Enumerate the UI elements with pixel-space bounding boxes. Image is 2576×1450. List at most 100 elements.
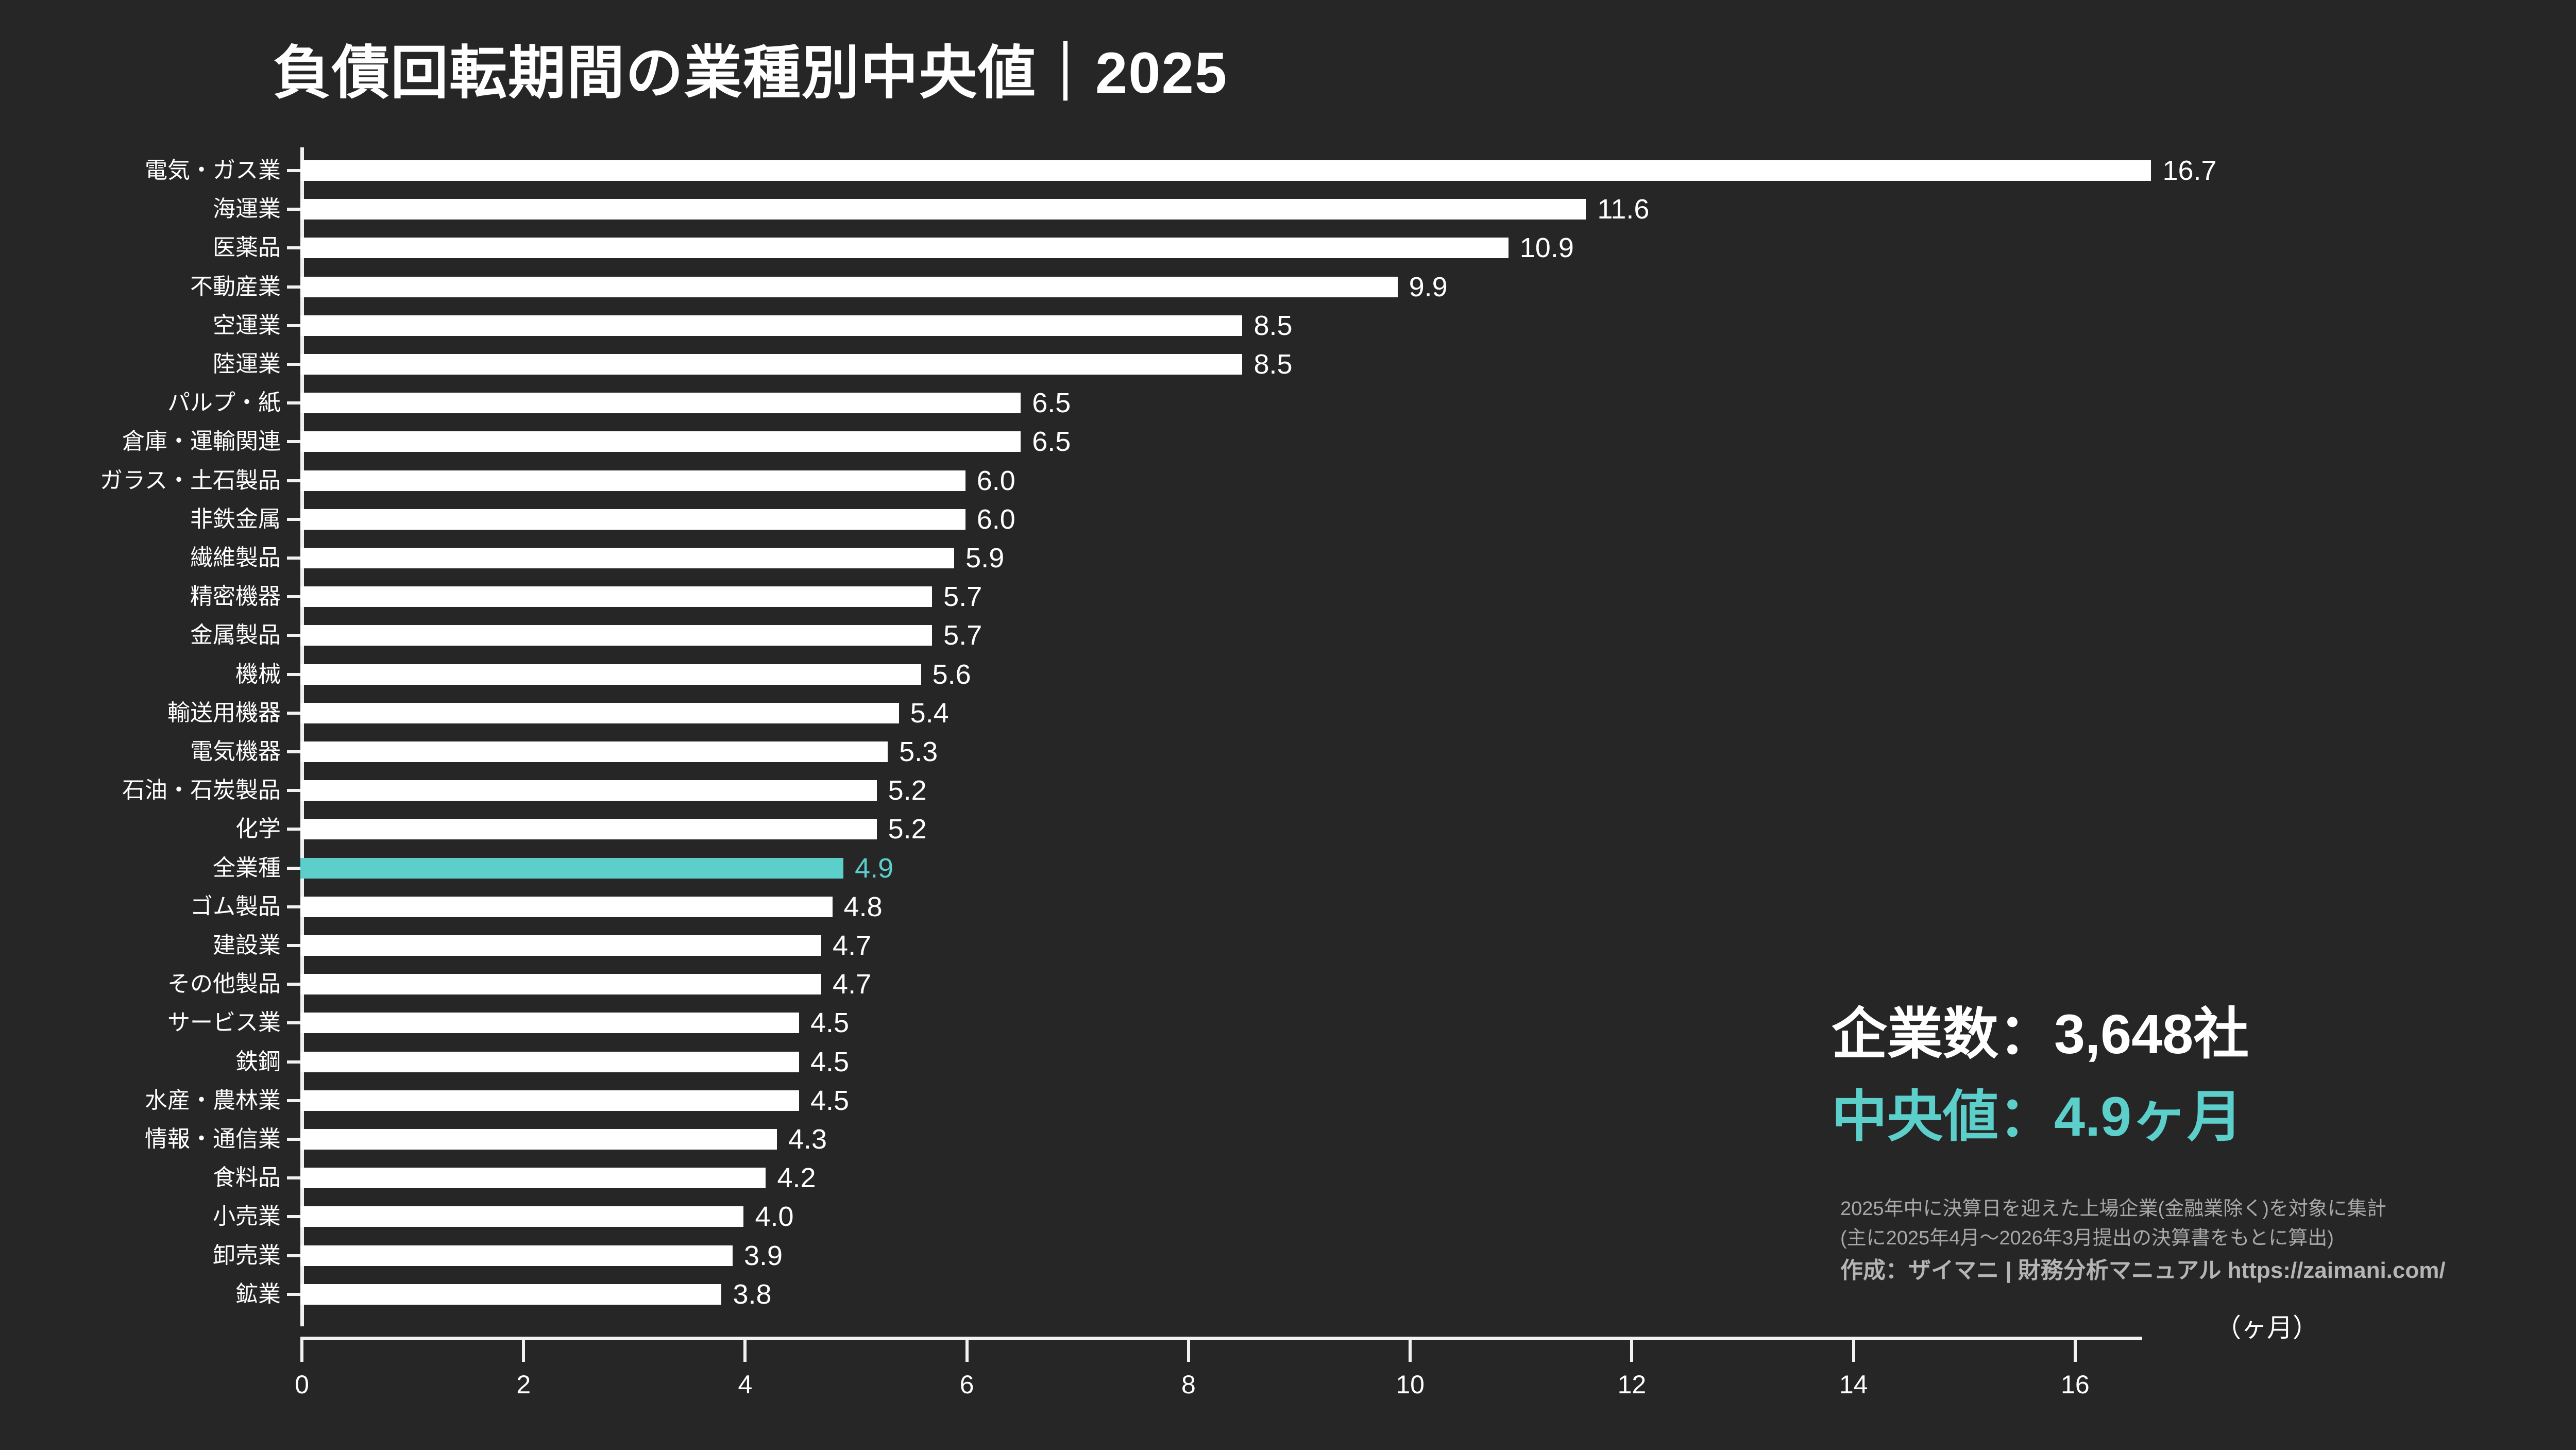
x-axis-unit-label: （ヶ月）	[2215, 1313, 2318, 1342]
y-axis-tick	[287, 828, 300, 831]
footnote-line-1: 2025年中に決算日を迎えた上場企業(金融業除く)を対象に集計	[1840, 1198, 2386, 1220]
bar-value-label: 10.9	[1519, 232, 1574, 264]
bar-value-label: 4.8	[843, 891, 883, 922]
bar-row: 倉庫・運輸関連 6.5	[122, 421, 2207, 462]
bar-value-label: 5.9	[965, 543, 1005, 574]
x-axis-tick	[965, 1340, 969, 1362]
category-label: 石油・石炭製品	[122, 778, 281, 803]
bar-row: 建設業 4.7	[213, 925, 2207, 966]
category-label: 化学	[235, 816, 281, 842]
x-axis-tick	[1187, 1340, 1190, 1362]
category-label: 電気機器	[190, 739, 281, 764]
bar-row: サービス業 4.5	[167, 1003, 2207, 1043]
y-axis-tick	[287, 1215, 300, 1219]
bar-row: パルプ・紙 6.5	[167, 383, 2207, 423]
bar-row: 全業種 4.9	[213, 848, 2207, 888]
bar-row: 輸送用機器 5.4	[167, 693, 2207, 733]
bar	[300, 741, 888, 762]
y-axis-tick	[287, 479, 300, 482]
category-label: 医薬品	[213, 235, 281, 261]
bar-row: 鉄鋼 4.5	[235, 1042, 2207, 1082]
x-axis-tick-label: 8	[1181, 1370, 1196, 1399]
bar-value-label: 4.5	[810, 1085, 850, 1116]
bar-value-label: 3.9	[743, 1240, 783, 1271]
bar	[300, 1168, 766, 1189]
bar-row: 鉱業 3.8	[235, 1274, 2207, 1314]
y-axis-tick	[287, 866, 300, 870]
y-axis-tick	[287, 595, 300, 599]
category-label: 電気・ガス業	[145, 158, 281, 183]
bar-row: 電気・ガス業 16.7	[145, 150, 2217, 191]
bar-row: ゴム製品 4.8	[190, 887, 2207, 927]
bar-row: 精密機器 5.7	[190, 577, 2207, 617]
y-axis-tick	[287, 983, 300, 986]
y-axis-tick	[287, 1060, 300, 1064]
bar	[300, 664, 921, 685]
credit-line: 作成：ザイマニ | 財務分析マニュアル https://zaimani.com/	[1840, 1258, 2446, 1283]
bar-value-label: 5.2	[888, 814, 927, 845]
category-label: ガラス・土石製品	[99, 467, 281, 493]
bar-row: その他製品 4.7	[167, 964, 2207, 1004]
y-axis-tick	[287, 246, 300, 250]
bar-value-label: 4.0	[755, 1201, 794, 1233]
bar-value-label: 5.2	[888, 775, 927, 806]
y-axis-tick	[287, 944, 300, 947]
bar	[300, 819, 877, 840]
x-axis-tick	[743, 1340, 747, 1362]
bar	[300, 470, 965, 491]
y-axis-tick	[287, 1292, 300, 1296]
y-axis-tick	[287, 1021, 300, 1025]
bar-row: 不動産業 9.9	[190, 267, 2207, 307]
bar-row: 空運業 8.5	[213, 306, 2207, 346]
bar	[300, 625, 933, 646]
bar-value-label: 4.2	[777, 1162, 816, 1194]
y-axis-tick	[287, 1099, 300, 1102]
category-label: 不動産業	[190, 274, 281, 299]
category-label: 卸売業	[213, 1242, 281, 1268]
footnote-line-2: (主に2025年4月〜2026年3月提出の決算書をもとに算出)	[1840, 1227, 2334, 1249]
bar-value-label: 8.5	[1253, 349, 1293, 380]
bar	[300, 1245, 733, 1266]
bar	[300, 974, 822, 995]
bar-value-label: 3.8	[733, 1278, 772, 1310]
category-label: 非鉄金属	[190, 506, 281, 532]
bar-value-label: 11.6	[1597, 194, 1650, 225]
bar-value-label: 4.9	[855, 852, 894, 884]
bar	[300, 548, 955, 568]
bar-value-label: 5.6	[932, 659, 971, 690]
bar-value-label: 4.5	[810, 1046, 850, 1077]
bar	[300, 1206, 744, 1227]
bar-value-label: 6.0	[976, 465, 1015, 496]
bar-row: 食料品 4.2	[213, 1158, 2207, 1198]
bar	[300, 315, 1243, 336]
x-axis-tick	[2073, 1340, 2077, 1362]
bar	[300, 896, 833, 917]
category-label: 繊維製品	[190, 545, 281, 570]
bar-value-label: 8.5	[1253, 310, 1293, 341]
category-label: 陸運業	[213, 351, 281, 377]
bar	[300, 1051, 800, 1072]
bar-row: 陸運業 8.5	[213, 344, 2207, 384]
y-axis-tick	[287, 1254, 300, 1257]
y-axis-tick	[287, 401, 300, 405]
x-axis-tick	[1409, 1340, 1412, 1362]
x-axis-tick	[1630, 1340, 1634, 1362]
bar	[300, 199, 1586, 220]
category-label: 海運業	[213, 196, 281, 222]
y-axis-tick	[287, 1138, 300, 1141]
bar-value-label: 6.5	[1032, 387, 1071, 419]
stat-median-value: 中央値：4.9ヶ月	[1832, 1085, 2243, 1148]
bar-value-label: 4.7	[833, 930, 872, 961]
y-axis-tick	[287, 634, 300, 637]
y-axis-tick	[287, 711, 300, 715]
bar	[300, 1284, 722, 1305]
x-axis-tick	[1852, 1340, 1855, 1362]
category-label: 金属製品	[190, 622, 281, 648]
bar	[300, 276, 1398, 297]
category-label: 建設業	[213, 933, 281, 958]
x-axis-spine	[300, 1337, 2142, 1340]
category-label: 倉庫・運輸関連	[122, 429, 281, 454]
bar	[300, 393, 1021, 414]
category-label: 水産・農林業	[145, 1087, 281, 1113]
